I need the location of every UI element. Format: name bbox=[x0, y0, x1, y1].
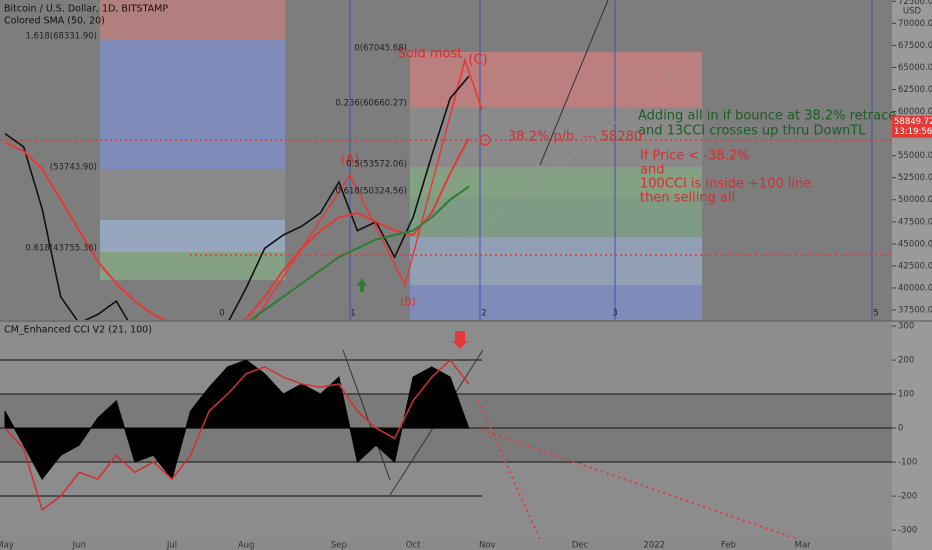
period-label: 2 bbox=[481, 309, 486, 319]
annotation: Sold most bbox=[398, 47, 463, 62]
y-tick-label: 200 bbox=[898, 356, 914, 366]
x-tick-label: Nov bbox=[479, 541, 496, 550]
cci-plot bbox=[4, 358, 470, 511]
period-label: 3 bbox=[612, 309, 617, 319]
y-tick-label: 62500.00 bbox=[898, 85, 932, 95]
fib-label: 0.618(43755.36) bbox=[25, 244, 97, 254]
x-tick-label: 2022 bbox=[643, 541, 665, 550]
fib-label: 0.5(53572.06) bbox=[346, 160, 407, 170]
fib-zone bbox=[410, 237, 702, 285]
period-label: 5 bbox=[873, 309, 878, 319]
fib-zone bbox=[410, 197, 702, 237]
y-tick-label: 67500.00 bbox=[898, 41, 932, 51]
trend-line bbox=[539, 0, 609, 166]
up-arrow bbox=[357, 278, 367, 292]
x-tick-label: Dec bbox=[572, 541, 589, 550]
fib-label: (53743.90) bbox=[50, 163, 97, 173]
y-tick-label: 45000.00 bbox=[898, 239, 932, 249]
y-tick-label: 100 bbox=[898, 390, 914, 400]
trend-line bbox=[409, 54, 701, 286]
price-line bbox=[4, 137, 470, 320]
y-tick-label: 52500.00 bbox=[898, 173, 932, 183]
price-line bbox=[248, 185, 470, 320]
target-circle bbox=[479, 134, 491, 146]
period-label: 0 bbox=[219, 309, 224, 319]
fib-label: 0.618(50324.56) bbox=[335, 187, 407, 197]
countdown: 13:19:56 bbox=[894, 127, 932, 137]
x-tick-label: Jul bbox=[166, 541, 177, 550]
x-tick-label: May bbox=[0, 541, 14, 550]
y-tick-label: -100 bbox=[898, 458, 917, 468]
y-tick-label: 37500.00 bbox=[898, 305, 932, 315]
fib-label: 1.618(68331.90) bbox=[25, 32, 97, 42]
fib-zone bbox=[100, 0, 285, 40]
annotation: and bbox=[640, 163, 664, 178]
annotation: and 13CCI crosses up thru DownTL bbox=[638, 124, 866, 139]
x-tick-label: Feb bbox=[721, 541, 736, 550]
y-tick-label: 0 bbox=[898, 424, 903, 434]
cci-projection bbox=[481, 429, 801, 540]
y-tick-label: 60000.00 bbox=[898, 107, 932, 117]
annotation: (A) bbox=[340, 153, 359, 168]
price-axis-bg bbox=[892, 0, 932, 550]
cci-line bbox=[4, 358, 470, 511]
fib-zone bbox=[410, 167, 702, 197]
drawings bbox=[0, 0, 892, 320]
annotation: then selling all bbox=[640, 191, 735, 206]
fib-zone bbox=[100, 252, 285, 280]
y-tick-label: 47500.00 bbox=[898, 217, 932, 227]
down-arrow bbox=[452, 331, 468, 349]
symbol: Bitcoin / U.S. Dollar, 1D, BITSTAMP bbox=[4, 4, 168, 15]
y-tick-label: 72500.00 bbox=[898, 0, 932, 7]
fib-zone bbox=[100, 220, 285, 252]
y-tick-label: 50000.00 bbox=[898, 195, 932, 205]
y-tick-label: 42500.00 bbox=[898, 261, 932, 271]
y-tick-label: -200 bbox=[898, 492, 917, 502]
annotation: (B) bbox=[400, 295, 416, 308]
indicator: Colored SMA (50, 20) bbox=[4, 16, 105, 27]
x-tick-label: Mar bbox=[795, 541, 812, 550]
fib-label: 0(67045.68) bbox=[354, 44, 407, 54]
fib-zone bbox=[410, 285, 702, 320]
x-tick-label: Aug bbox=[238, 541, 255, 550]
y-tick-label: 65000.00 bbox=[898, 63, 932, 73]
y-tick-label: 300 bbox=[898, 322, 914, 332]
cci-area bbox=[4, 359, 470, 481]
fib-zone bbox=[100, 40, 285, 170]
cci-trend bbox=[342, 349, 391, 481]
fib-zone bbox=[410, 52, 702, 107]
annotation: (C) bbox=[468, 53, 487, 68]
annotation: 38.2% p/b. --- 58280 bbox=[508, 130, 642, 145]
price-line bbox=[4, 75, 470, 320]
cci-indicator: CM_Enhanced CCI V2 (21, 100) bbox=[4, 325, 152, 336]
annotation: Adding all in if bounce at 38.2% retrace bbox=[638, 109, 896, 124]
x-tick-label: Oct bbox=[406, 541, 421, 550]
cci-projection bbox=[477, 399, 541, 540]
y-tick-label: 55000.00 bbox=[898, 151, 932, 161]
y-tick-label: 40000.00 bbox=[898, 283, 932, 293]
y-tick-label: -300 bbox=[898, 526, 917, 536]
price-plot bbox=[4, 75, 470, 320]
fib-zone bbox=[100, 170, 285, 220]
last-price-box bbox=[892, 115, 932, 138]
y-tick-label: 70000.00 bbox=[898, 19, 932, 29]
currency: USD bbox=[903, 7, 922, 17]
abc-wave bbox=[254, 57, 483, 320]
annotation: 100CCI is inside +100 line bbox=[640, 177, 811, 192]
annotation: If Price < -38.2% bbox=[640, 149, 749, 164]
period-label: 1 bbox=[350, 309, 355, 319]
fib-label: 0.236(60660.27) bbox=[335, 99, 407, 109]
last-price: 58849.72 bbox=[894, 117, 932, 127]
x-tick-label: Jun bbox=[72, 541, 86, 550]
x-tick-label: Sep bbox=[331, 541, 347, 550]
